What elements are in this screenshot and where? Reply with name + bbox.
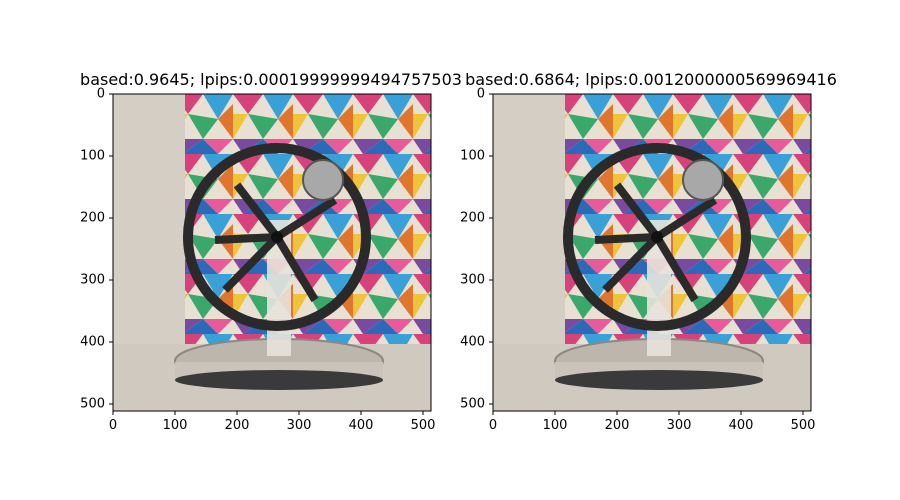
x-tick-label: 200	[604, 418, 630, 433]
x-tick-label: 0	[108, 418, 118, 433]
x-tick-label: 100	[542, 418, 568, 433]
y-tick-label: 200	[460, 210, 485, 226]
y-tick-label: 400	[460, 334, 485, 350]
y-tick-label: 0	[96, 86, 105, 102]
y-tick-label: 200	[80, 210, 105, 226]
x-tick-label: 200	[224, 418, 250, 433]
x-tick-label: 400	[348, 418, 374, 433]
x-tick-label: 300	[286, 418, 312, 433]
photo-content	[113, 94, 431, 411]
subplot-title: based:0.9645; lpips:0.000199999994947575…	[80, 70, 462, 89]
x-tick-label: 300	[666, 418, 692, 433]
x-tick-label: 500	[790, 418, 816, 433]
y-tick-label: 500	[80, 396, 105, 412]
y-tick-label: 300	[460, 272, 485, 288]
x-tick-label: 0	[488, 418, 498, 433]
subplot-title: based:0.6864; lpips:0.001200000056996941…	[465, 70, 837, 89]
y-tick-label: 400	[80, 334, 105, 350]
y-tick-label: 500	[460, 396, 485, 412]
y-tick-label: 300	[80, 272, 105, 288]
x-tick-label: 100	[162, 418, 188, 433]
y-tick-label: 100	[460, 148, 485, 164]
y-tick-label: 100	[80, 148, 105, 164]
x-tick-label: 500	[410, 418, 436, 433]
x-tick-label: 400	[728, 418, 754, 433]
y-tick-label: 0	[476, 86, 485, 102]
photo-content	[493, 94, 811, 411]
